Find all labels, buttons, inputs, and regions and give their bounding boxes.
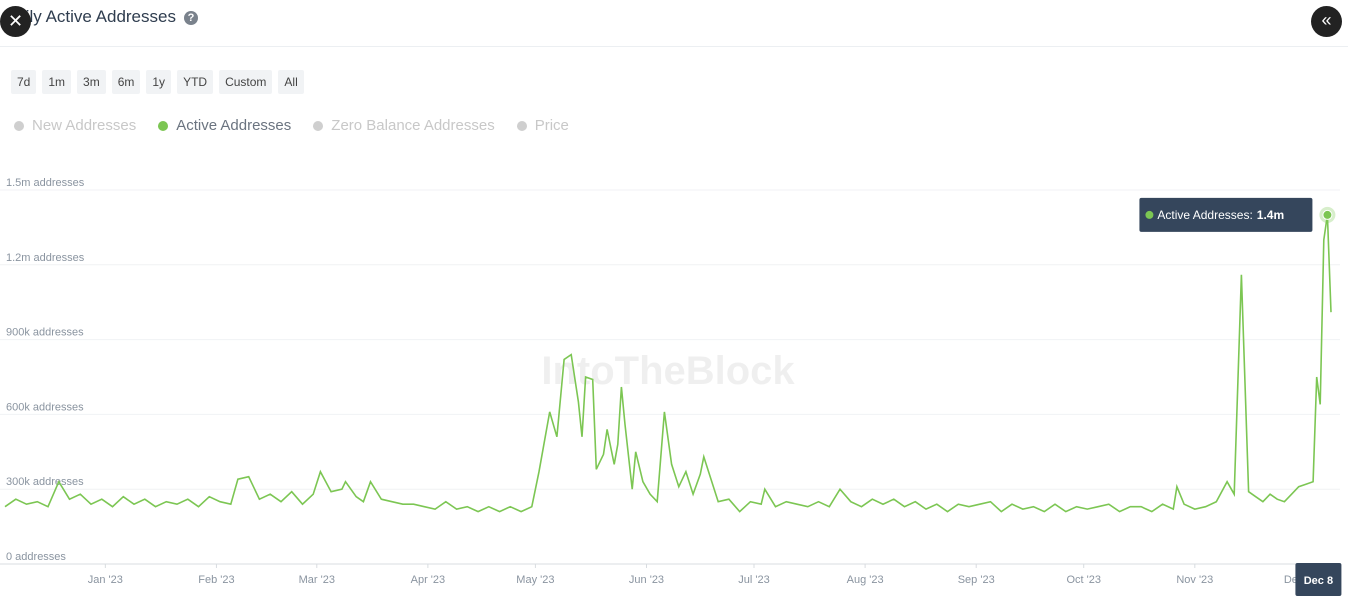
- x-tick-label: Aug '23: [847, 574, 884, 586]
- range-button[interactable]: 6m: [111, 70, 141, 94]
- legend-dot: [14, 120, 24, 131]
- x-tick-label: Oct '23: [1066, 574, 1101, 586]
- legend-dot: [516, 120, 527, 131]
- range-button[interactable]: Custom: [219, 70, 273, 94]
- y-tick-label: 0 addresses: [6, 551, 66, 563]
- legend-dot: [158, 120, 169, 131]
- legend-item[interactable]: New Addresses: [14, 117, 136, 134]
- y-tick-label: 300k addresses: [6, 476, 84, 488]
- legend: New Addresses Active Addresses Zero Balanc…: [14, 117, 569, 134]
- tooltip-box: [1139, 197, 1313, 232]
- range-button[interactable]: 3m: [77, 70, 106, 94]
- legend-item[interactable]: Price: [516, 117, 569, 134]
- x-tick-label: Nov '23: [1176, 574, 1213, 586]
- hover-point: [1322, 209, 1333, 220]
- page-title: Daily Active Addresses: [4, 7, 176, 26]
- range-button[interactable]: All: [278, 70, 304, 94]
- x-tick-label: Jul '23: [738, 574, 769, 586]
- x-hover-label: Dec 8: [1304, 575, 1333, 587]
- x-tick-label: Sep '23: [958, 574, 995, 586]
- x-tick-label: Mar '23: [299, 574, 335, 586]
- y-tick-label: 600k addresses: [6, 401, 84, 413]
- help-icon[interactable]: ?: [184, 11, 198, 25]
- divider: [0, 46, 1348, 47]
- x-tick-label: May '23: [516, 574, 554, 586]
- line: [4, 214, 1332, 513]
- range-button[interactable]: 1y: [146, 70, 172, 94]
- y-tick-label: 900k addresses: [6, 327, 84, 339]
- legend-item[interactable]: Zero Balance Addresses: [313, 117, 495, 134]
- tooltip-text: Active Addresses: 1.4m: [1157, 208, 1284, 222]
- collapse-button[interactable]: «: [1311, 6, 1342, 37]
- legend-dot: [313, 120, 324, 131]
- x-tick-label: Jun '23: [629, 574, 664, 586]
- range-button[interactable]: YTD: [177, 70, 214, 94]
- range-buttons: 7d 1m 3m 6m 1y YTD Custom All: [11, 70, 304, 94]
- legend-label: New Addresses: [32, 117, 137, 134]
- x-tick-label: Apr '23: [411, 574, 446, 586]
- legend-label: Active Addresses: [176, 117, 292, 134]
- legend-item[interactable]: Active Addresses: [158, 117, 291, 134]
- tooltip-dot: [1145, 210, 1154, 219]
- x-tick-label: Jan '23: [88, 574, 123, 586]
- range-button[interactable]: 1m: [42, 70, 72, 94]
- x-tick-label: Feb '23: [198, 574, 234, 586]
- range-button[interactable]: 7d: [11, 70, 37, 94]
- close-button[interactable]: ✕: [0, 6, 31, 37]
- legend-label: Zero Balance Addresses: [331, 117, 495, 134]
- x-hover-box: [1295, 563, 1342, 596]
- y-tick-label: 1.5m addresses: [6, 177, 85, 189]
- tooltip-value: 1.4m: [1257, 208, 1284, 222]
- y-tick-label: 1.2m addresses: [6, 252, 85, 264]
- tooltip-label: Active Addresses:: [1157, 208, 1252, 222]
- watermark: IntoTheBlock: [541, 349, 795, 393]
- legend-label: Price: [534, 117, 569, 134]
